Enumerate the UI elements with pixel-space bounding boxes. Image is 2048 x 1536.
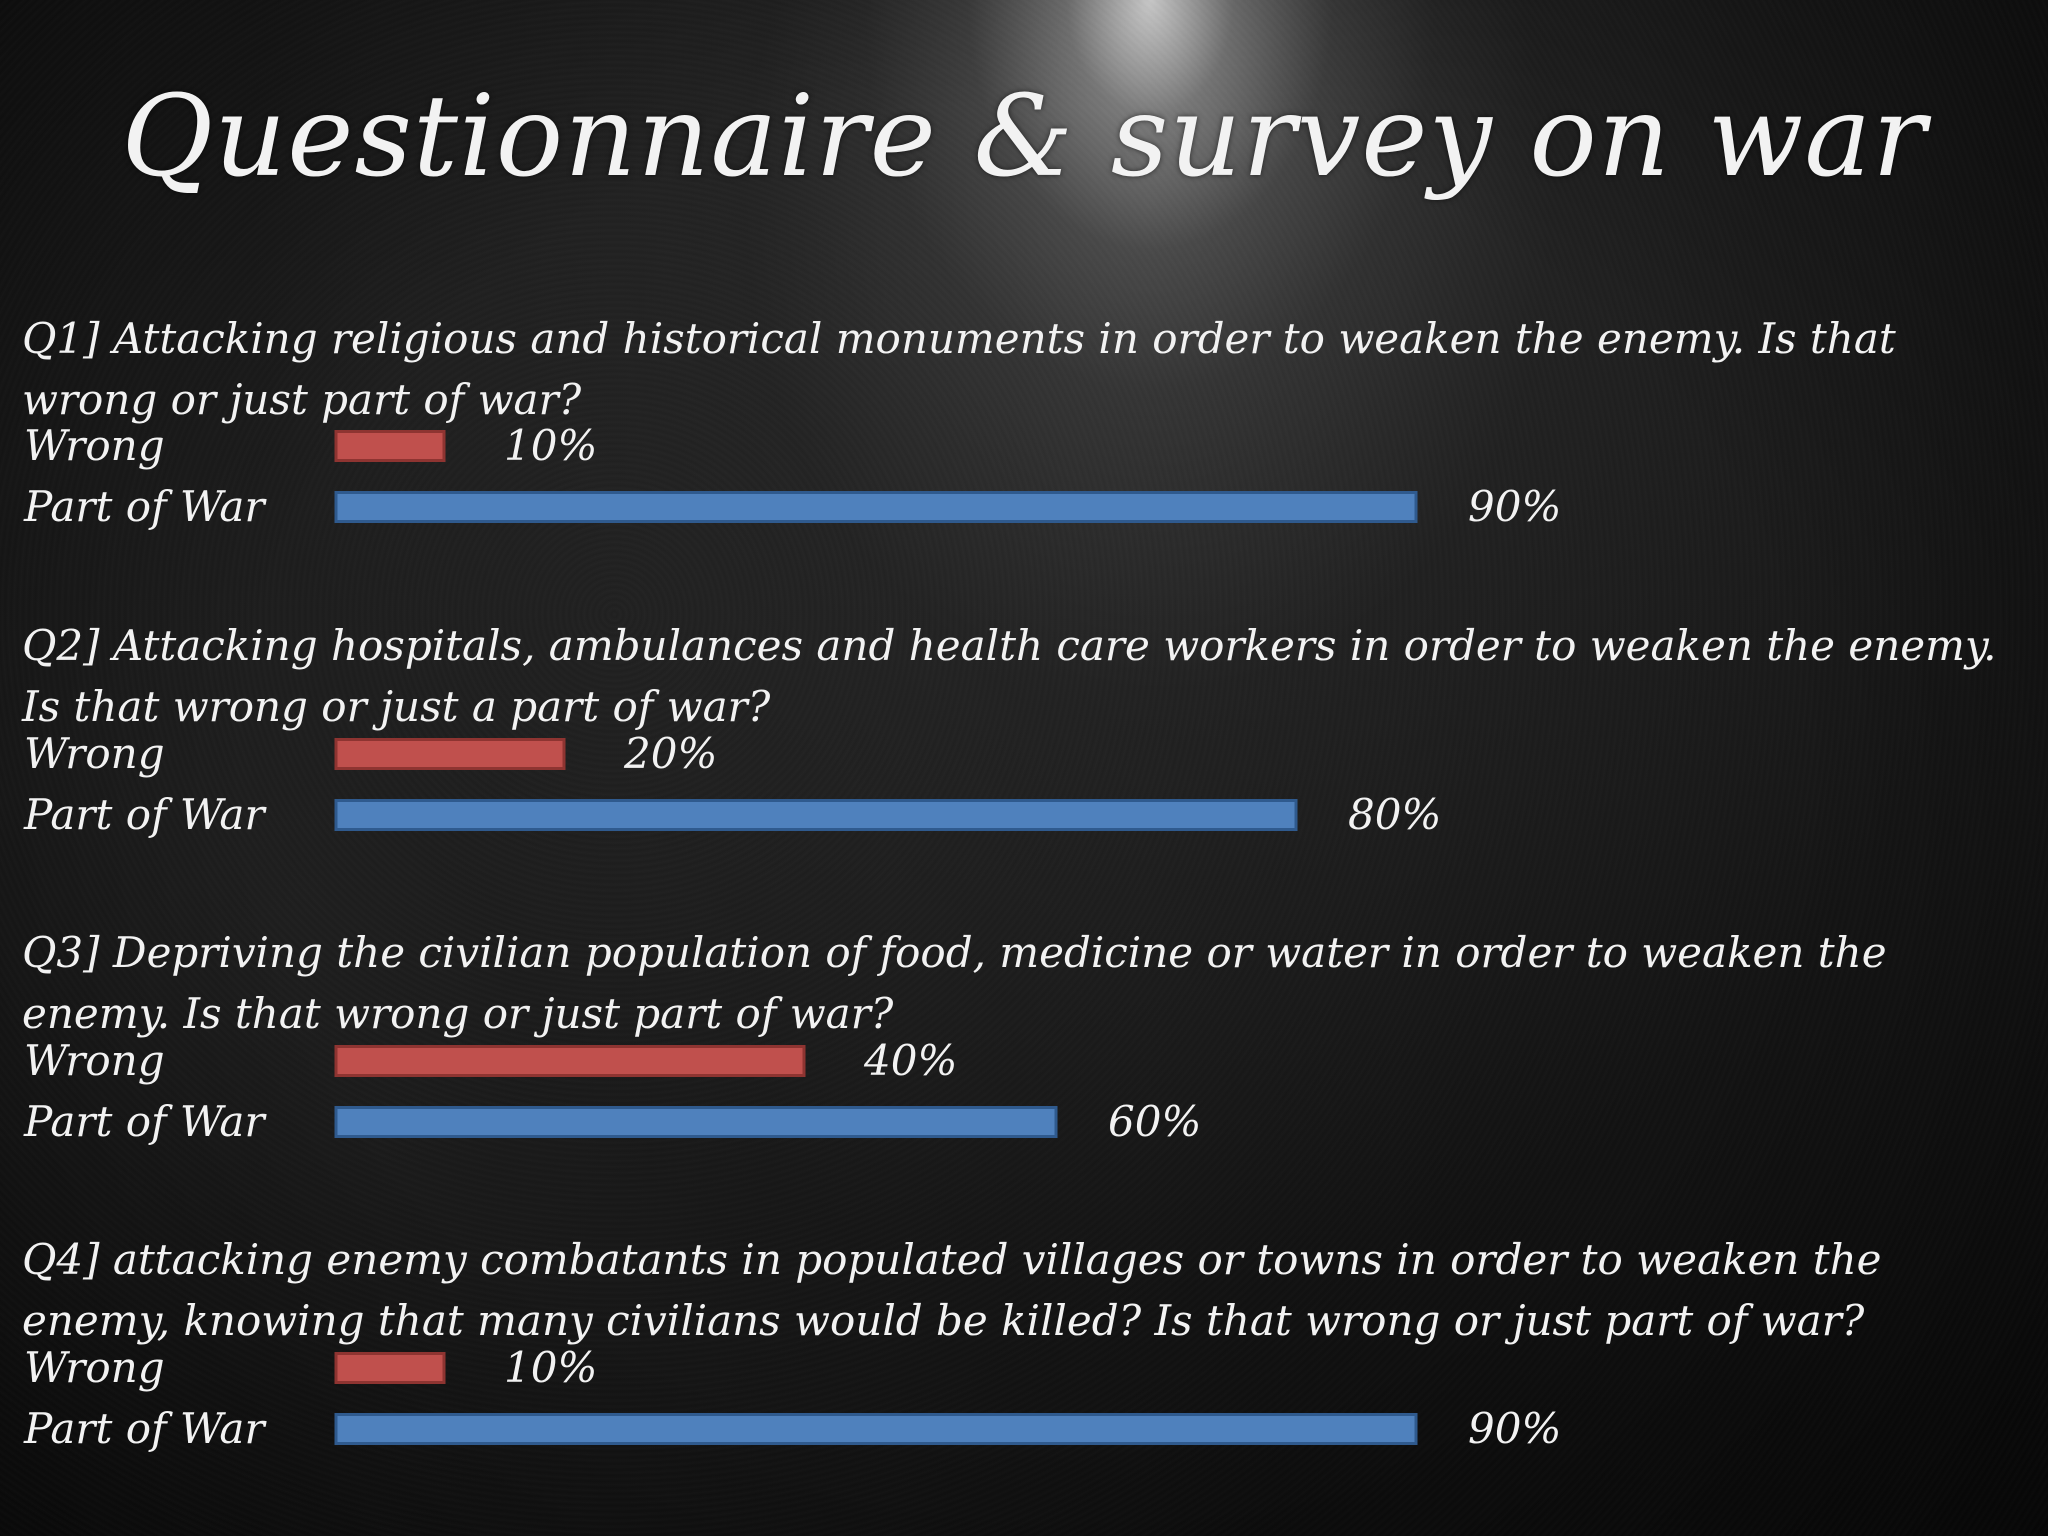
q4-wrong-value-label: 10%	[504, 1343, 597, 1392]
slide-title: Questionnaire & survey on war	[121, 72, 1927, 202]
question-4-text: Q4] attacking enemy combatants in popula…	[22, 1235, 1882, 1345]
q3-part-of-war-value-label: 60%	[1108, 1097, 1201, 1146]
question-2-text: Q2] Attacking hospitals, ambulances and …	[22, 621, 1997, 731]
q1-wrong-bar	[334, 430, 446, 462]
q2-wrong-label: Wrong	[24, 729, 165, 778]
q3-wrong-label: Wrong	[24, 1036, 165, 1085]
q3-part-of-war-bar	[334, 1106, 1058, 1138]
q1-part-of-war-bar	[334, 491, 1418, 523]
q3-wrong-bar	[334, 1045, 806, 1077]
q2-wrong-value-label: 20%	[623, 729, 717, 778]
q4-part-of-war-label: Part of War	[23, 1404, 267, 1453]
question-3-text: Q3] Depriving the civilian population of…	[22, 928, 1887, 1038]
q4-part-of-war-value-label: 90%	[1468, 1404, 1561, 1453]
q1-part-of-war-label: Part of War	[23, 482, 267, 531]
q4-part-of-war-bar	[334, 1413, 1418, 1445]
q1-part-of-war-value-label: 90%	[1468, 482, 1561, 531]
q2-part-of-war-bar	[334, 799, 1298, 831]
q1-wrong-label: Wrong	[24, 421, 165, 470]
question-1-text: Q1] Attacking religious and historical m…	[22, 314, 1896, 424]
q2-part-of-war-value-label: 80%	[1348, 790, 1441, 839]
q3-wrong-value-label: 40%	[863, 1036, 957, 1085]
q2-wrong-bar	[334, 738, 566, 770]
q1-wrong-value-label: 10%	[504, 421, 597, 470]
q4-wrong-bar	[334, 1352, 446, 1384]
q3-part-of-war-label: Part of War	[23, 1097, 267, 1146]
q4-wrong-label: Wrong	[24, 1343, 165, 1392]
q2-part-of-war-label: Part of War	[23, 790, 267, 839]
